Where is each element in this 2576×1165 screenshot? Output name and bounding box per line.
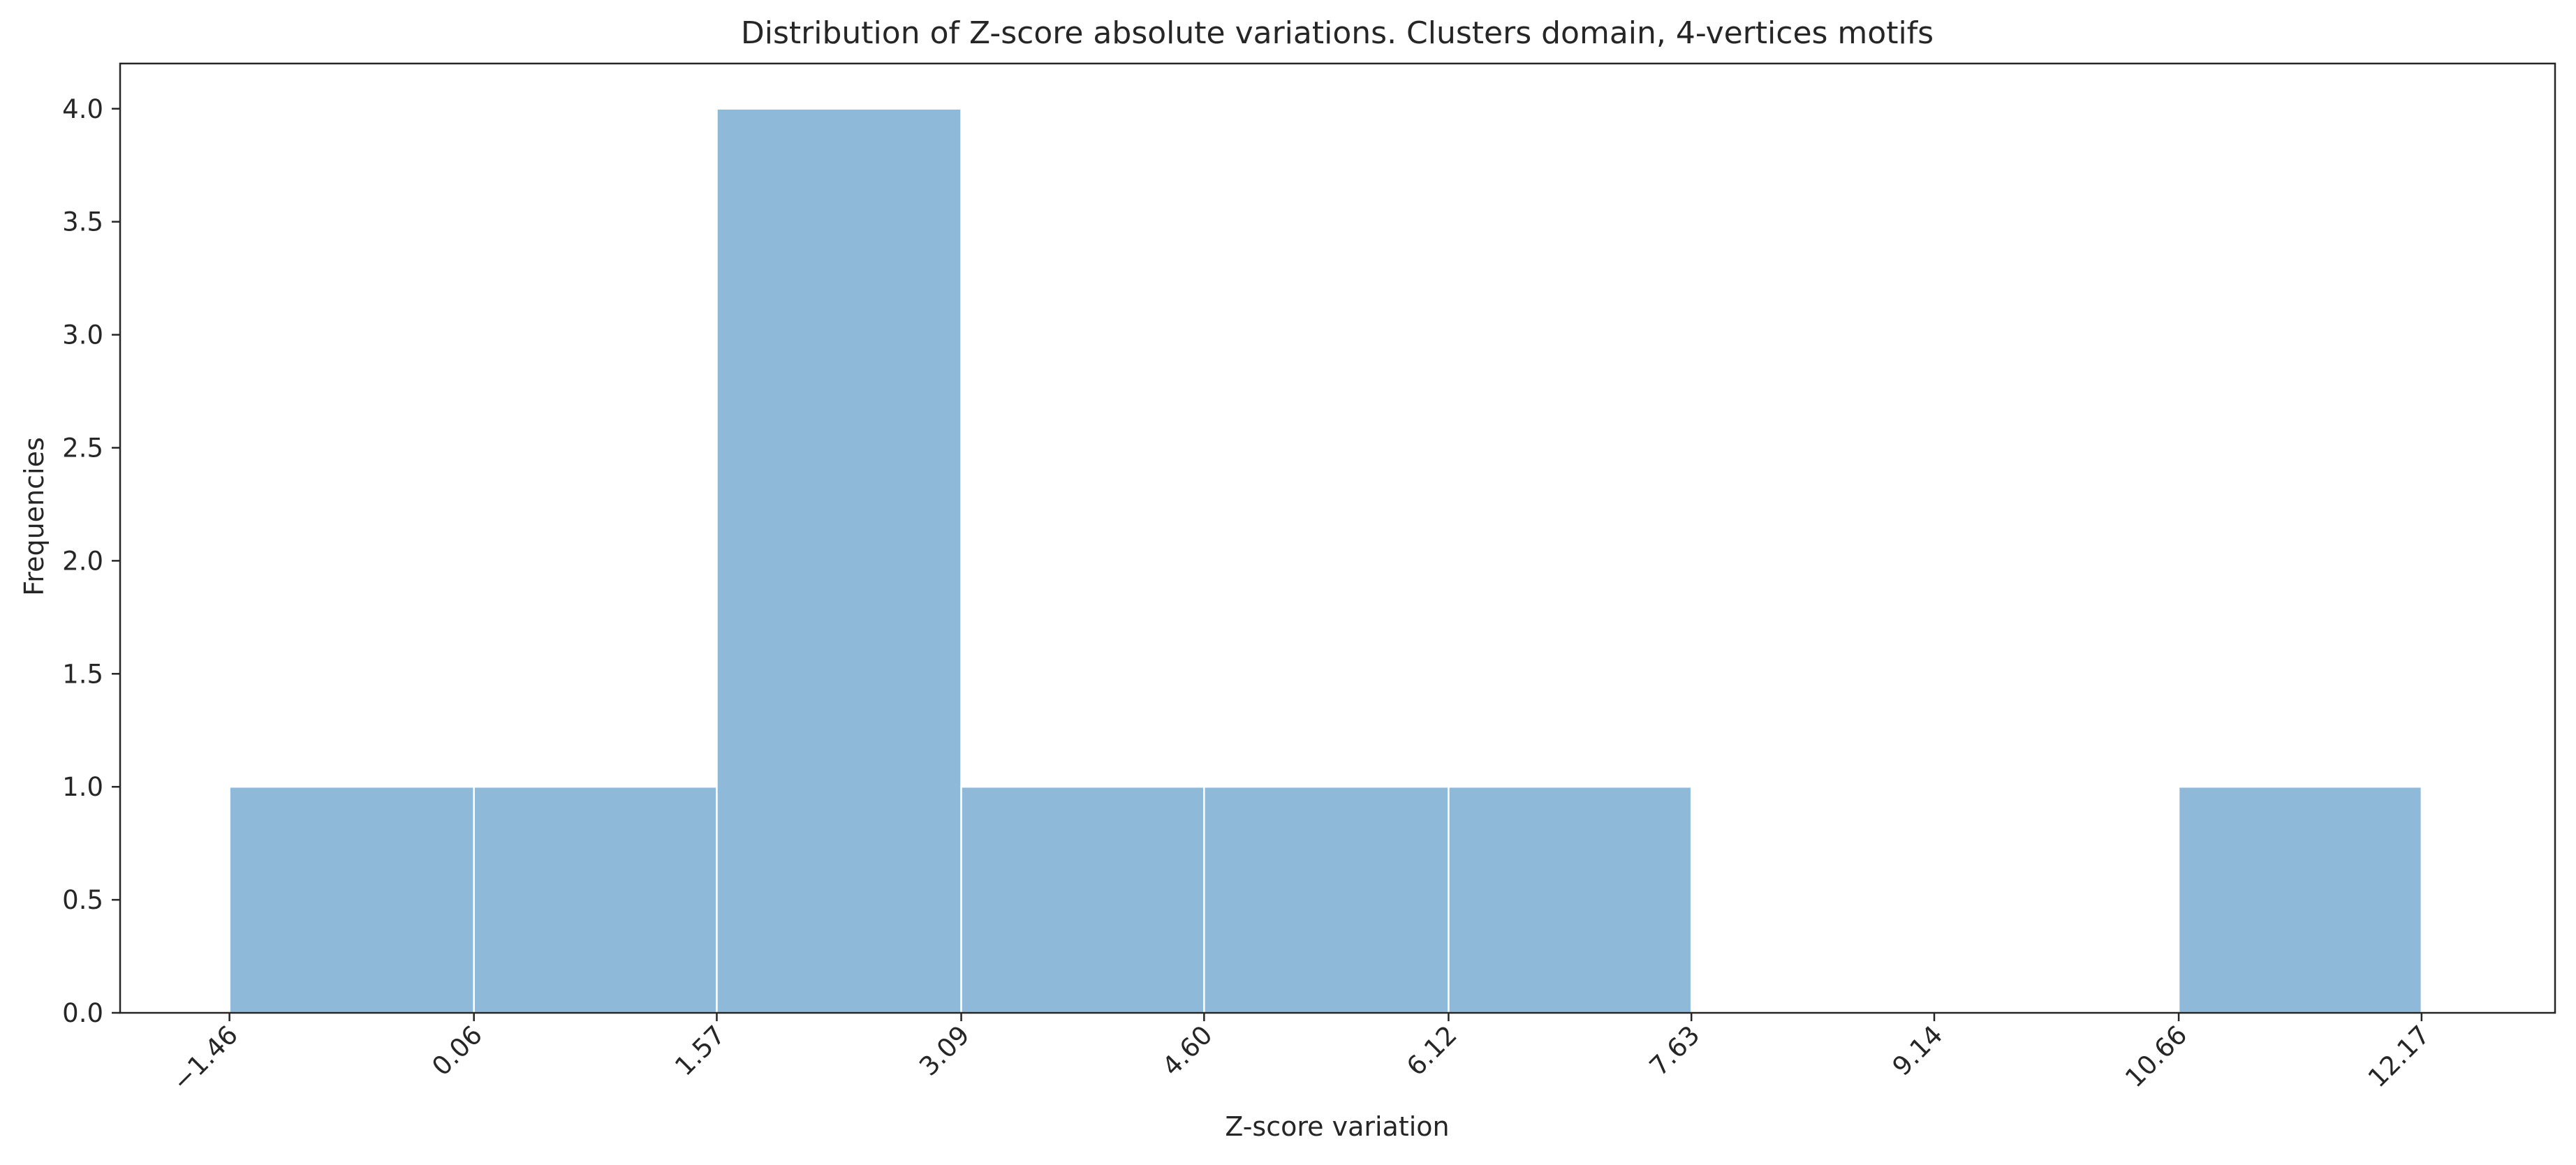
plot-frame <box>119 62 2556 1014</box>
histogram-bar <box>2177 785 2423 1014</box>
histogram-bar <box>228 785 475 1014</box>
y-tick-label: 0.5 <box>62 885 103 915</box>
x-tick-label: 10.66 <box>2119 1020 2193 1093</box>
chart-title: Distribution of Z-score absolute variati… <box>741 15 1934 51</box>
histogram-bar <box>960 785 1205 1014</box>
y-tick-label: 2.5 <box>62 433 103 463</box>
x-axis-label: Z-score variation <box>1225 1111 1449 1142</box>
y-tick-label: 1.5 <box>62 659 103 689</box>
x-tick-label: 9.14 <box>1887 1020 1949 1082</box>
y-tick-label: 4.0 <box>62 94 103 124</box>
x-tick-label: 3.09 <box>913 1020 976 1082</box>
x-tick-label: 4.60 <box>1156 1020 1219 1082</box>
x-tick-label: −1.46 <box>166 1020 244 1097</box>
bars-layer <box>228 107 2423 1014</box>
y-tick-label: 3.5 <box>62 207 103 237</box>
x-tick-label: 7.63 <box>1644 1020 1706 1082</box>
y-axis-label: Frequencies <box>19 437 50 596</box>
y-tick-label: 0.0 <box>62 998 103 1028</box>
y-tick-label: 1.0 <box>62 772 103 802</box>
y-tick-label: 3.0 <box>62 320 103 350</box>
histogram-bar <box>473 785 718 1014</box>
x-tick-label: 0.06 <box>426 1020 488 1082</box>
histogram-bar <box>1448 785 1693 1014</box>
x-tick-label: 12.17 <box>2362 1020 2436 1093</box>
y-tick-label: 2.0 <box>62 546 103 576</box>
x-tick-label: 1.57 <box>669 1020 731 1082</box>
histogram-bar <box>1203 785 1450 1014</box>
x-tick-label: 6.12 <box>1401 1020 1463 1082</box>
histogram-bar <box>716 107 962 1014</box>
